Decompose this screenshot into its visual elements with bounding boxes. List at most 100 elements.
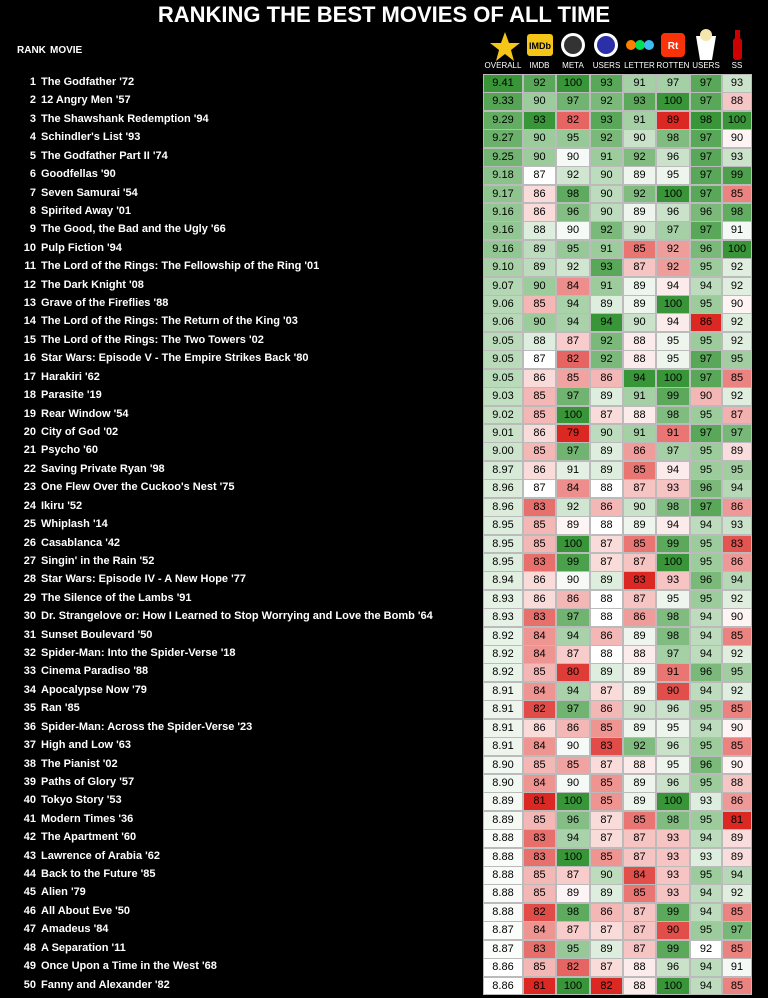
movie-title: The Godfather Part II '74	[41, 149, 168, 162]
score-cell: 94	[690, 829, 722, 849]
score-cell: 89	[656, 110, 690, 130]
score-cell: 9.16	[483, 239, 523, 259]
rank: 48	[23, 941, 36, 954]
score-cell: 87	[590, 552, 623, 572]
score-cell: 82	[523, 700, 556, 720]
score-cell: 91	[656, 423, 690, 443]
score-cell: 98	[656, 405, 690, 425]
rank: 10	[23, 241, 36, 254]
score-cell: 83	[523, 847, 556, 867]
movie-title: The Lord of the Rings: The Two Towers '0…	[41, 333, 264, 346]
movie-title: Psycho '60	[41, 444, 99, 457]
movie-title: Casablanca '42	[41, 536, 121, 549]
score-cell: 90	[722, 608, 752, 628]
score-cell: 96	[690, 755, 722, 775]
score-cell: 8.88	[483, 884, 523, 904]
score-cell: 95	[690, 295, 722, 314]
rank: 33	[23, 665, 36, 678]
score-cell: 96	[556, 810, 590, 830]
score-cell: 92	[722, 387, 752, 407]
score-cell: 87	[623, 902, 656, 922]
score-cell: 8.90	[483, 773, 523, 793]
score-cell: 83	[523, 829, 556, 849]
score-cell: 91	[623, 110, 656, 130]
score-cell: 97	[690, 166, 722, 185]
score-cell: 96	[690, 239, 722, 259]
score-cell: 98	[722, 202, 752, 222]
score-cell: 83	[523, 497, 556, 517]
score-cell: 90	[590, 423, 623, 443]
score-cell: 87	[590, 829, 623, 849]
rank: 4	[29, 131, 36, 144]
score-cell: 97	[556, 700, 590, 720]
score-cell: 8.91	[483, 737, 523, 757]
score-cell: 9.02	[483, 405, 523, 425]
score-cell: 84	[556, 276, 590, 296]
score-cell: 82	[556, 110, 590, 130]
score-cell: 89	[623, 663, 656, 683]
score-cell: 82	[590, 976, 623, 996]
score-cell: 85	[523, 958, 556, 978]
movie-title: Back to the Future '85	[41, 868, 156, 881]
score-cell: 92	[523, 74, 556, 93]
score-cell: 86	[590, 626, 623, 646]
score-cell: 95	[690, 331, 722, 351]
score-cell: 92	[623, 147, 656, 167]
movie-title: Parasite '19	[41, 389, 102, 402]
score-cell: 81	[523, 792, 556, 812]
rank-header: RANK	[17, 45, 46, 56]
score-cell: 95	[690, 700, 722, 720]
score-cell: 89	[590, 663, 623, 683]
movie-title: Lawrence of Arabia '62	[41, 849, 160, 862]
movie-title: Seven Samurai '54	[41, 186, 138, 199]
rank: 28	[23, 573, 36, 586]
score-cell: 87	[523, 166, 556, 185]
score-cell: 90	[623, 497, 656, 517]
score-cell: 94	[690, 608, 722, 628]
score-cell: 92	[722, 313, 752, 333]
score-cell: 87	[623, 847, 656, 867]
score-cell: 98	[656, 626, 690, 646]
score-cell: 92	[590, 350, 623, 370]
rank: 35	[23, 702, 36, 715]
score-cell: 95	[690, 552, 722, 572]
score-cell: 89	[623, 773, 656, 793]
score-cell: 85	[523, 663, 556, 683]
score-cell: 92	[690, 939, 722, 959]
score-cell: 90	[590, 184, 623, 204]
score-cell: 85	[523, 516, 556, 535]
score-cell: 98	[556, 902, 590, 922]
score-cell: 97	[656, 442, 690, 462]
title: RANKING THE BEST MOVIES OF ALL TIME	[157, 2, 611, 27]
score-cell: 97	[556, 387, 590, 407]
score-cell: 94	[690, 718, 722, 738]
movie-title: All About Eve '50	[41, 904, 131, 917]
score-cell: 90	[656, 921, 690, 941]
score-cell: 100	[722, 110, 752, 130]
score-cell: 96	[656, 700, 690, 720]
movie-title: Pulp Fiction '94	[41, 241, 122, 254]
score-cell: 85	[556, 368, 590, 388]
score-cell: 85	[722, 626, 752, 646]
score-cell: 85	[523, 442, 556, 462]
rank: 23	[23, 481, 36, 494]
score-cell: 87	[623, 479, 656, 499]
score-cell: 100	[656, 184, 690, 204]
score-cell: 9.18	[483, 166, 523, 185]
score-cell: 99	[656, 902, 690, 922]
score-cell: 88	[590, 516, 623, 535]
score-cell: 86	[722, 552, 752, 572]
score-cell: 86	[690, 313, 722, 333]
score-cell: 8.88	[483, 829, 523, 849]
score-cell: 8.86	[483, 976, 523, 996]
score-cell: 89	[590, 939, 623, 959]
score-cell: 85	[722, 939, 752, 959]
score-cell: 87	[623, 921, 656, 941]
score-cell: 86	[623, 442, 656, 462]
score-cell: 8.97	[483, 460, 523, 480]
score-cell: 86	[556, 718, 590, 738]
score-cell: 85	[523, 405, 556, 425]
rank: 43	[23, 849, 36, 862]
score-cell: 95	[690, 534, 722, 554]
